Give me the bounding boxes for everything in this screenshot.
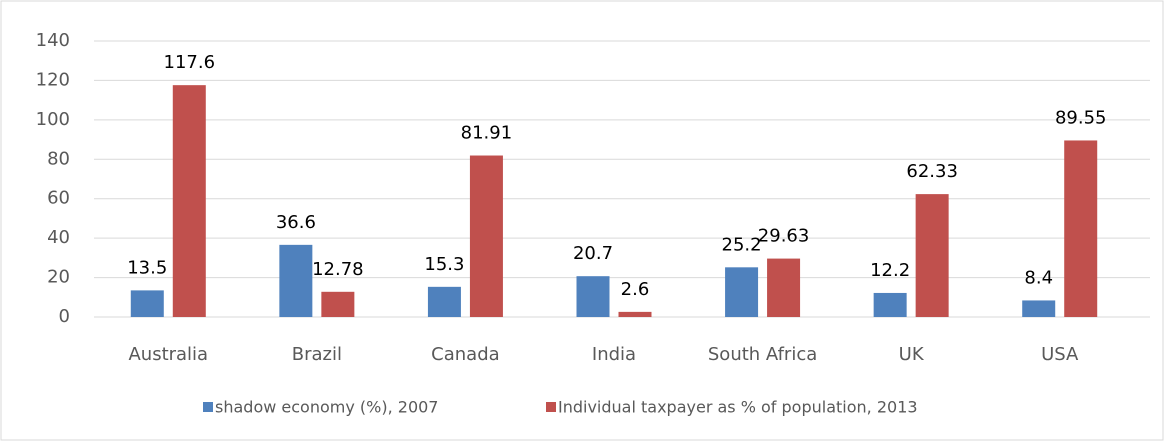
y-tick-label: 80: [47, 148, 70, 169]
legend-swatch: [203, 402, 213, 412]
x-tick-label: UK: [899, 344, 925, 365]
bar: [1064, 140, 1098, 317]
y-tick-label: 20: [47, 267, 70, 288]
y-tick-label: 140: [36, 30, 70, 51]
legend-label: Individual taxpayer as % of population, …: [558, 398, 918, 417]
data-label: 15.3: [424, 254, 464, 275]
x-tick-label: India: [592, 344, 636, 365]
bar: [172, 85, 206, 317]
bar: [576, 276, 610, 317]
y-tick-label: 0: [59, 306, 70, 327]
x-tick-label: Canada: [431, 344, 500, 365]
bar: [767, 258, 801, 317]
bar: [915, 194, 949, 317]
data-label: 117.6: [164, 52, 216, 73]
data-label: 8.4: [1024, 267, 1053, 288]
bar: [130, 290, 164, 317]
bar: [279, 244, 313, 317]
x-tick-label: Australia: [128, 344, 208, 365]
y-tick-label: 40: [47, 227, 70, 248]
data-label: 20.7: [573, 243, 613, 264]
bar: [725, 267, 759, 317]
data-label: 62.33: [906, 161, 958, 182]
data-label: 12.78: [312, 259, 364, 280]
data-label: 36.6: [276, 212, 316, 233]
legend-label: shadow economy (%), 2007: [215, 398, 438, 417]
x-tick-label: South Africa: [708, 344, 817, 365]
bar: [427, 286, 461, 317]
data-label: 29.63: [758, 226, 810, 247]
bar: [618, 311, 652, 317]
legend-swatch: [546, 402, 556, 412]
y-tick-label: 100: [36, 109, 70, 130]
data-label: 13.5: [127, 257, 167, 278]
y-tick-label: 60: [47, 188, 70, 209]
x-tick-label: USA: [1041, 344, 1079, 365]
y-tick-label: 120: [36, 69, 70, 90]
bar: [321, 291, 355, 317]
bar: [1022, 300, 1056, 317]
data-label: 2.6: [621, 279, 650, 300]
data-label: 25.2: [722, 234, 762, 255]
data-label: 89.55: [1055, 107, 1107, 128]
x-tick-label: Brazil: [292, 344, 342, 365]
data-label: 12.2: [870, 260, 910, 281]
bar: [469, 155, 503, 317]
data-label: 81.91: [461, 123, 513, 144]
bar: [873, 292, 907, 317]
